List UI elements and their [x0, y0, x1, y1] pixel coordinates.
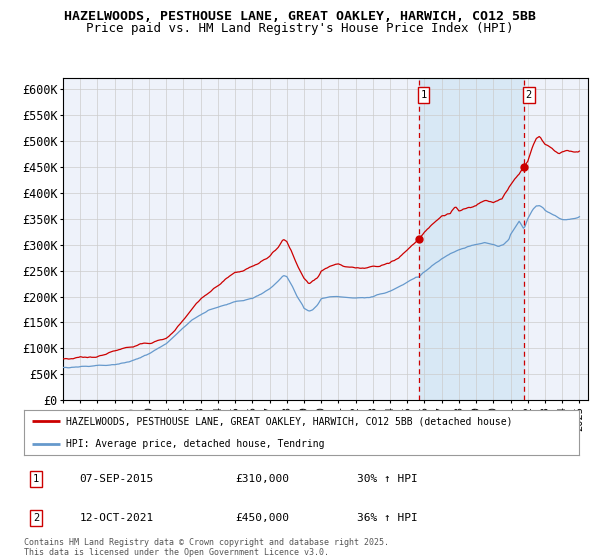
Text: HAZELWOODS, PESTHOUSE LANE, GREAT OAKLEY, HARWICH, CO12 5BB: HAZELWOODS, PESTHOUSE LANE, GREAT OAKLEY…	[64, 10, 536, 23]
Text: £450,000: £450,000	[235, 514, 289, 523]
Text: 07-SEP-2015: 07-SEP-2015	[79, 474, 154, 484]
Text: 30% ↑ HPI: 30% ↑ HPI	[357, 474, 418, 484]
Text: 1: 1	[33, 474, 40, 484]
Text: 12-OCT-2021: 12-OCT-2021	[79, 514, 154, 523]
Bar	[419, 78, 524, 400]
Text: Contains HM Land Registry data © Crown copyright and database right 2025.
This d: Contains HM Land Registry data © Crown c…	[24, 538, 389, 557]
Text: 2: 2	[33, 514, 40, 523]
Text: Price paid vs. HM Land Registry's House Price Index (HPI): Price paid vs. HM Land Registry's House …	[86, 22, 514, 35]
Text: HAZELWOODS, PESTHOUSE LANE, GREAT OAKLEY, HARWICH, CO12 5BB (detached house): HAZELWOODS, PESTHOUSE LANE, GREAT OAKLEY…	[65, 416, 512, 426]
Text: £310,000: £310,000	[235, 474, 289, 484]
Text: 2: 2	[526, 90, 532, 100]
Text: 36% ↑ HPI: 36% ↑ HPI	[357, 514, 418, 523]
Text: 1: 1	[421, 90, 427, 100]
Text: HPI: Average price, detached house, Tendring: HPI: Average price, detached house, Tend…	[65, 438, 324, 449]
